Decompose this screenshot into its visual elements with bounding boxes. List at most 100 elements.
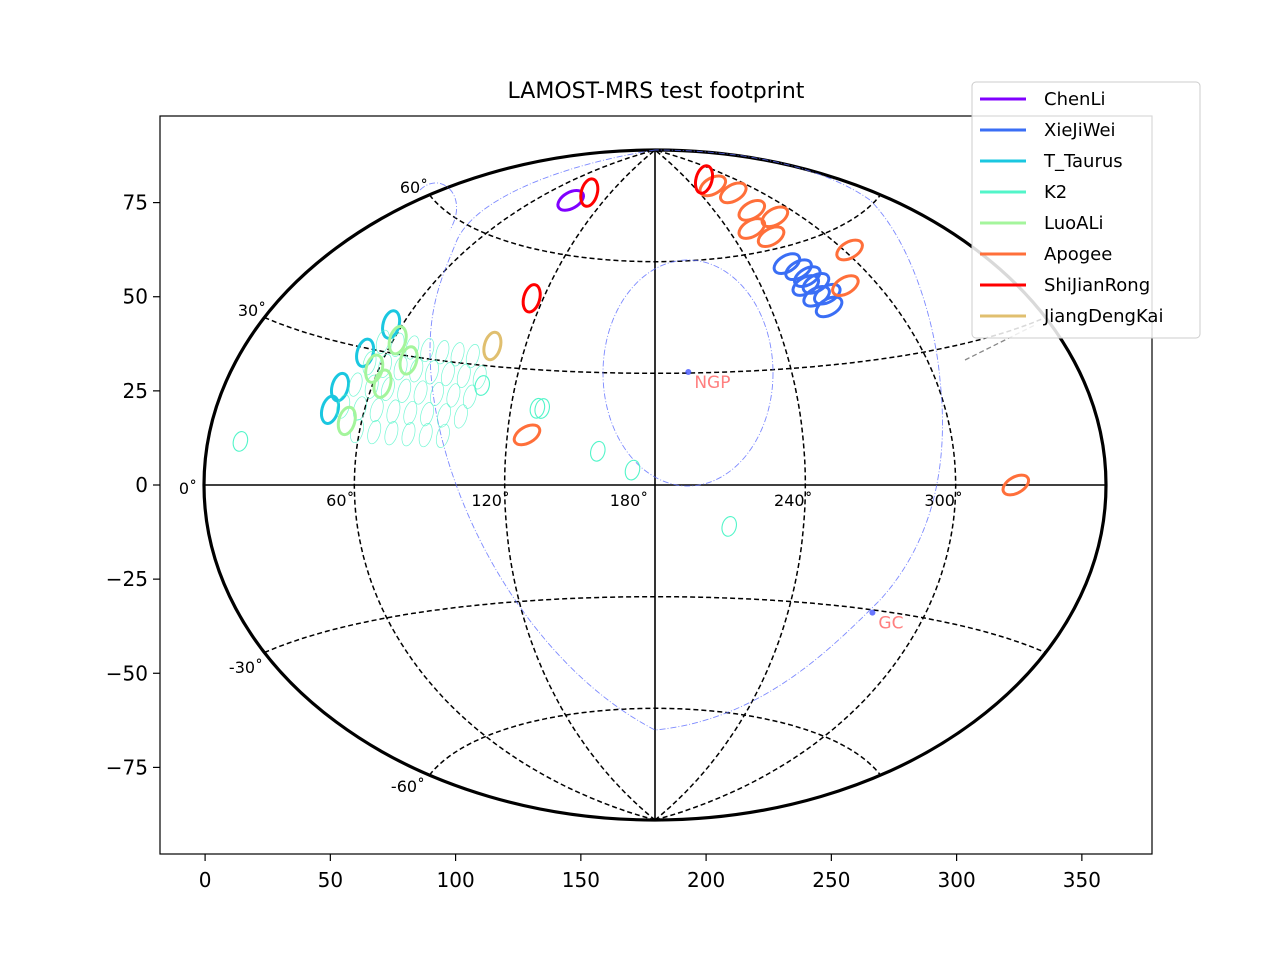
longitude-gridline [654, 149, 957, 821]
legend-entry: ChenLi [1044, 89, 1106, 110]
x-tick-label: 350 [1063, 868, 1101, 892]
latitude-gridline [428, 707, 882, 776]
field-footprint [760, 205, 790, 229]
reference-point [869, 609, 876, 616]
galactic-latitude-curve [429, 149, 943, 731]
y-tick-label: −50 [106, 661, 148, 685]
x-tick-label: 250 [812, 868, 850, 892]
galactic-latitude-curve [419, 182, 457, 231]
latitude-label: 0˚ [179, 479, 197, 498]
reference-point-label: NGP [694, 373, 730, 393]
field-footprint [556, 189, 585, 212]
field-footprint [719, 181, 748, 205]
field-footprint [420, 337, 435, 363]
field-footprint [534, 398, 550, 419]
field-footprint [835, 238, 864, 262]
field-footprint [387, 325, 408, 356]
longitude-label: 300˚ [924, 491, 963, 510]
field-footprint [413, 380, 428, 405]
latitude-gridline [264, 316, 1046, 375]
field-footprint [386, 399, 401, 424]
x-tick-label: 100 [437, 868, 475, 892]
field-footprint [393, 356, 408, 381]
field-footprint [418, 423, 433, 448]
field-footprint [336, 405, 357, 437]
legend-entry: Apogee [1044, 244, 1112, 265]
field-footprint [813, 282, 842, 306]
field-footprint [397, 378, 412, 403]
field-footprint [831, 274, 860, 297]
y-tick-label: 75 [123, 191, 148, 215]
field-footprint [814, 295, 844, 319]
longitude-label: 240˚ [774, 491, 813, 510]
field-footprint [348, 372, 363, 397]
galactic-latitude-curve [602, 259, 774, 487]
field-footprint [462, 384, 477, 409]
legend-box [971, 81, 1201, 339]
legend-entry: LuoALi [1044, 213, 1103, 234]
field-footprint [512, 423, 542, 447]
x-tick-label: 50 [318, 868, 343, 892]
field-footprint [456, 363, 471, 388]
longitude-label: 180˚ [610, 491, 649, 510]
field-footprint [319, 394, 341, 425]
x-tick-label: 150 [562, 868, 600, 892]
field-footprint [482, 330, 503, 362]
longitude-label: 60˚ [326, 491, 354, 510]
field-footprint [737, 217, 767, 240]
y-tick-label: −75 [106, 755, 148, 779]
field-footprint [590, 440, 606, 462]
y-tick-label: 0 [135, 473, 148, 497]
field-footprint [624, 459, 641, 481]
field-footprint [398, 345, 419, 376]
latitude-gridline [428, 194, 882, 263]
field-footprint [435, 423, 450, 448]
field-footprint [453, 404, 468, 429]
field-footprint [355, 337, 376, 368]
field-footprint [409, 358, 424, 383]
legend-entry: K2 [1044, 182, 1067, 203]
field-footprint [446, 383, 461, 408]
field-footprint [521, 283, 542, 314]
longitude-label: 120˚ [471, 491, 510, 510]
field-footprint [772, 252, 802, 275]
longitude-gridline [353, 149, 656, 821]
reference-point [685, 369, 692, 376]
y-tick-label: −25 [106, 567, 148, 591]
field-footprint [369, 398, 384, 423]
legend-entry: ShiJianRong [1044, 275, 1150, 296]
field-footprint [579, 177, 600, 208]
field-footprint [474, 375, 490, 396]
legend-entry: T_Taurus [1043, 151, 1123, 172]
y-tick-label: 25 [123, 379, 148, 403]
field-footprint [378, 353, 392, 378]
field-footprint [430, 381, 444, 407]
latitude-label: -30˚ [229, 658, 263, 677]
field-footprint [693, 164, 715, 195]
field-footprint [756, 225, 786, 249]
latitude-label: 30˚ [238, 301, 266, 320]
longitude-gridline [503, 149, 656, 821]
field-footprint [450, 342, 465, 367]
chart-title: LAMOST-MRS test footprint [508, 79, 805, 104]
longitude-gridline [654, 149, 807, 821]
latitude-label: 60˚ [400, 178, 428, 197]
field-footprint [364, 374, 379, 399]
field-footprint [721, 516, 737, 537]
field-footprint [372, 368, 393, 399]
field-footprint [329, 371, 351, 403]
x-tick-label: 300 [938, 868, 976, 892]
field-footprint [425, 360, 439, 385]
y-tick-label: 50 [123, 285, 148, 309]
legend-entry: JiangDengKai [1043, 306, 1163, 327]
field-footprint [435, 340, 450, 365]
field-footprint [232, 431, 249, 452]
x-tick-label: 0 [199, 868, 212, 892]
field-footprint [440, 362, 455, 387]
field-footprint [405, 335, 420, 360]
legend-entry: XieJiWei [1044, 120, 1116, 141]
field-footprint [367, 420, 382, 445]
latitude-label: -60˚ [391, 777, 425, 796]
field-footprint [384, 421, 399, 446]
